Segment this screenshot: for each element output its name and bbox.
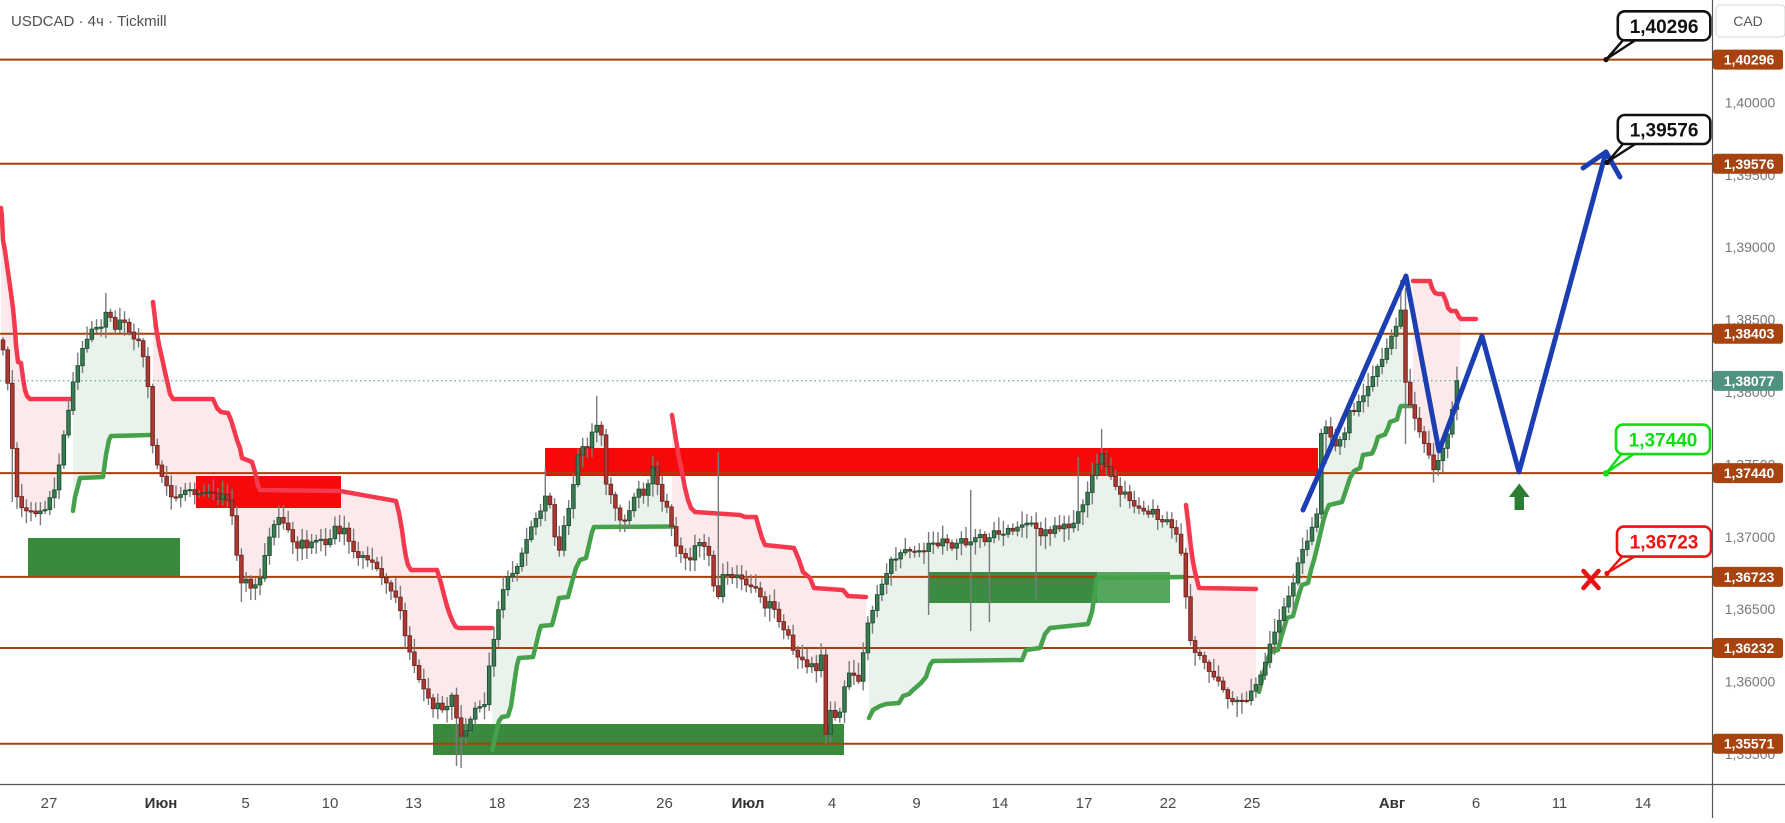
svg-text:10: 10 (322, 795, 339, 812)
svg-text:1,40296: 1,40296 (1630, 17, 1699, 38)
svg-text:1,36500: 1,36500 (1725, 601, 1776, 617)
svg-text:6: 6 (1472, 795, 1480, 812)
svg-text:1,36232: 1,36232 (1724, 640, 1775, 656)
svg-text:1,38077: 1,38077 (1724, 373, 1775, 389)
svg-text:USDCAD · 4ч · Tickmill: USDCAD · 4ч · Tickmill (11, 13, 167, 30)
svg-text:Авг: Авг (1379, 795, 1405, 812)
svg-text:1,38500: 1,38500 (1725, 312, 1776, 328)
svg-text:1,36000: 1,36000 (1725, 674, 1776, 690)
svg-text:26: 26 (656, 795, 673, 812)
svg-text:Июл: Июл (732, 795, 765, 812)
svg-text:27: 27 (41, 795, 58, 812)
svg-text:11: 11 (1552, 795, 1568, 812)
svg-text:CAD: CAD (1733, 13, 1763, 29)
svg-text:18: 18 (489, 795, 506, 812)
svg-text:1,39576: 1,39576 (1630, 121, 1699, 142)
svg-text:1,39576: 1,39576 (1724, 156, 1775, 172)
svg-text:5: 5 (241, 795, 249, 812)
svg-text:1,37440: 1,37440 (1724, 465, 1775, 481)
svg-text:17: 17 (1076, 795, 1093, 812)
svg-text:22: 22 (1160, 795, 1177, 812)
svg-text:1,36723: 1,36723 (1724, 569, 1775, 585)
svg-text:1,39000: 1,39000 (1725, 239, 1776, 255)
svg-text:1,37440: 1,37440 (1629, 430, 1698, 451)
svg-text:25: 25 (1244, 795, 1261, 812)
svg-text:1,40000: 1,40000 (1725, 95, 1776, 111)
svg-text:1,37000: 1,37000 (1725, 529, 1776, 545)
svg-text:1,36723: 1,36723 (1630, 533, 1699, 554)
svg-text:13: 13 (405, 795, 422, 812)
svg-text:Июн: Июн (145, 795, 178, 812)
svg-text:4: 4 (828, 795, 836, 812)
svg-text:1,38403: 1,38403 (1724, 326, 1775, 342)
svg-text:1,40296: 1,40296 (1724, 52, 1775, 68)
svg-text:23: 23 (573, 795, 590, 812)
svg-text:9: 9 (912, 795, 920, 812)
svg-text:1,35571: 1,35571 (1724, 736, 1775, 752)
svg-text:14: 14 (1635, 795, 1652, 812)
svg-text:14: 14 (992, 795, 1009, 812)
